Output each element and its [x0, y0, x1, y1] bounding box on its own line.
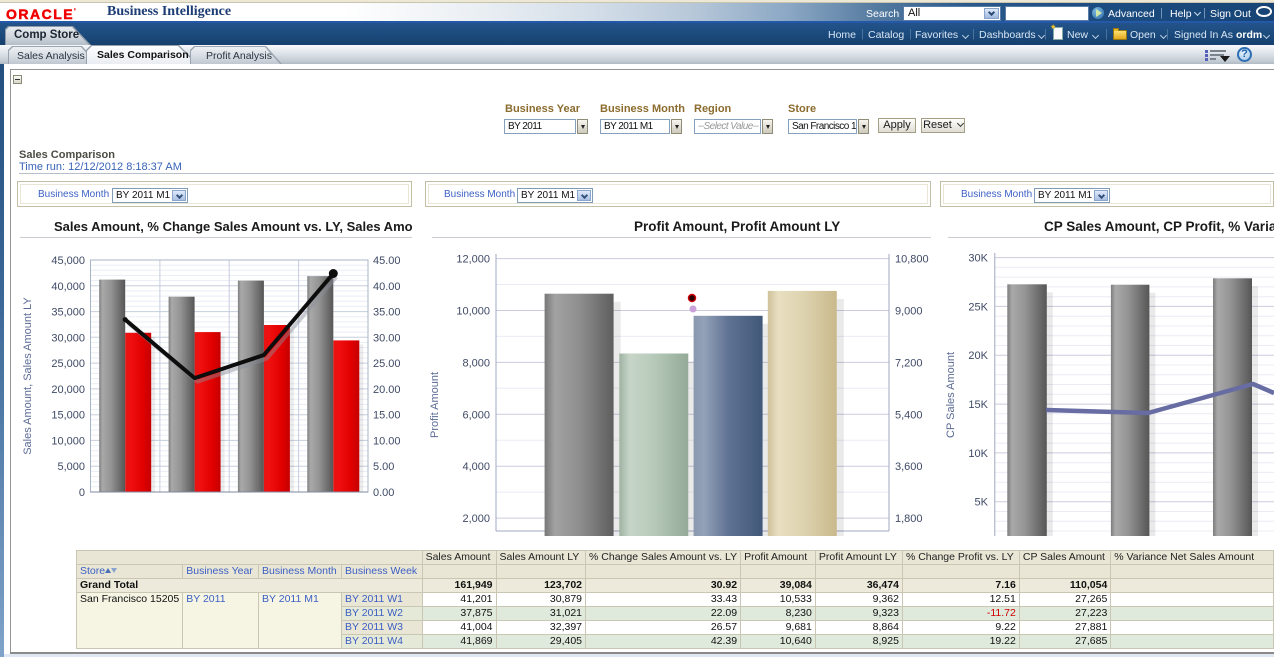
- svg-text:Profit Amount: Profit Amount: [429, 372, 441, 438]
- svg-text:15K: 15K: [968, 399, 988, 411]
- svg-text:12,000: 12,000: [456, 254, 490, 266]
- svg-text:15,000: 15,000: [51, 410, 85, 422]
- svg-text:40.00: 40.00: [373, 281, 401, 293]
- svg-text:20,000: 20,000: [51, 384, 85, 396]
- svg-text:25,000: 25,000: [51, 358, 85, 370]
- svg-text:35,000: 35,000: [51, 307, 85, 319]
- svg-text:8,000: 8,000: [462, 357, 490, 369]
- svg-text:5.00: 5.00: [373, 461, 394, 473]
- svg-text:5K: 5K: [975, 497, 989, 509]
- svg-text:5,400: 5,400: [895, 409, 923, 421]
- svg-text:35.00: 35.00: [373, 307, 401, 319]
- svg-text:7,200: 7,200: [895, 357, 923, 369]
- svg-text:30.00: 30.00: [373, 332, 401, 344]
- svg-text:Sales Amount, Sales Amount LY: Sales Amount, Sales Amount LY: [22, 297, 34, 455]
- svg-text:15.00: 15.00: [373, 410, 401, 422]
- svg-text:1,800: 1,800: [895, 513, 923, 525]
- svg-text:20.00: 20.00: [373, 384, 401, 396]
- svg-text:10.00: 10.00: [373, 435, 401, 447]
- svg-text:2,000: 2,000: [462, 513, 490, 525]
- svg-text:9,000: 9,000: [895, 306, 923, 318]
- svg-text:45,000: 45,000: [51, 255, 85, 267]
- svg-text:5,000: 5,000: [57, 461, 85, 473]
- svg-text:10K: 10K: [968, 448, 988, 460]
- svg-text:45.00: 45.00: [373, 255, 401, 267]
- svg-text:25K: 25K: [968, 301, 988, 313]
- svg-text:10,800: 10,800: [895, 254, 929, 266]
- svg-text:10,000: 10,000: [51, 435, 85, 447]
- svg-text:3,600: 3,600: [895, 461, 923, 473]
- svg-text:30,000: 30,000: [51, 332, 85, 344]
- svg-text:0.00: 0.00: [373, 487, 394, 499]
- svg-text:30K: 30K: [968, 253, 988, 265]
- svg-text:4,000: 4,000: [462, 461, 490, 473]
- svg-text:40,000: 40,000: [51, 281, 85, 293]
- svg-text:20K: 20K: [968, 350, 988, 362]
- svg-text:0: 0: [79, 487, 85, 499]
- svg-text:CP Sales Amount: CP Sales Amount: [945, 352, 957, 438]
- svg-text:10,000: 10,000: [456, 306, 490, 318]
- svg-text:6,000: 6,000: [462, 409, 490, 421]
- svg-text:25.00: 25.00: [373, 358, 401, 370]
